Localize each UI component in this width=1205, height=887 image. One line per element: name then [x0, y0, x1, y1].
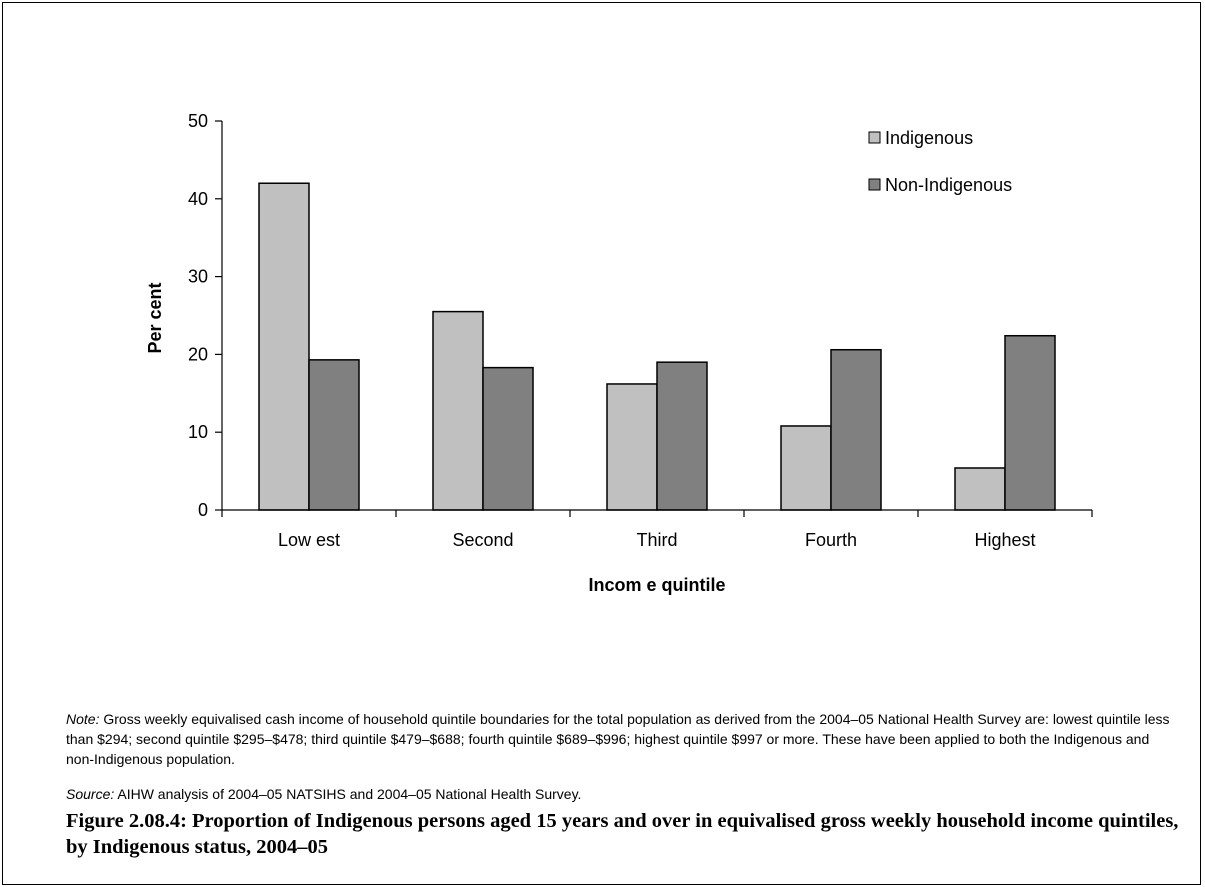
source-paragraph: Source: AIHW analysis of 2004–05 NATSIHS…: [66, 784, 1176, 804]
bar-chart: 0 10 20 30 40 50 Low est Second Third Fourth Highe…: [145, 111, 1093, 595]
legend-swatch-indigenous: [868, 131, 881, 144]
source-label: Source:: [66, 786, 115, 802]
bar-indigenous-4: [954, 467, 1006, 511]
y-axis-title: Per cent: [145, 282, 165, 353]
figure-caption: Figure 2.08.4: Proportion of Indigenous …: [66, 810, 1179, 858]
x-tick-label: Third: [636, 530, 677, 550]
x-tick-label: Fourth: [805, 530, 857, 550]
note-label: Note:: [66, 711, 100, 727]
x-axis-title: Incom e quintile: [588, 575, 725, 595]
note-text: Gross weekly equivalised cash income of …: [66, 711, 1170, 767]
bar-indigenous-3: [780, 425, 832, 511]
y-tick-label: 10: [188, 422, 208, 442]
legend-swatch-non-indigenous: [868, 178, 881, 191]
axes-group: 0 10 20 30 40 50 Low est Second Third Fourth Highe…: [188, 111, 1093, 550]
x-tick-label: Low est: [278, 530, 340, 550]
source-text: AIHW analysis of 2004–05 NATSIHS and 200…: [114, 786, 582, 802]
y-tick-label: 30: [188, 267, 208, 287]
x-tick-label: Highest: [974, 530, 1035, 550]
y-tick-label: 0: [198, 500, 208, 520]
bar-non-indigenous-1: [482, 366, 534, 511]
figure-notes: Note: Gross weekly equivalised cash inco…: [66, 709, 1176, 819]
bar-indigenous-2: [606, 383, 658, 511]
bar-indigenous-0: [258, 182, 310, 511]
legend-label-indigenous: Indigenous: [885, 128, 973, 148]
note-paragraph: Note: Gross weekly equivalised cash inco…: [66, 709, 1176, 769]
legend-label-non-indigenous: Non-Indigenous: [885, 175, 1012, 195]
bar-non-indigenous-4: [1004, 334, 1056, 511]
bar-indigenous-1: [432, 310, 484, 511]
x-tick-label: Second: [452, 530, 513, 550]
legend: Indigenous Non-Indigenous: [868, 128, 1012, 195]
y-tick-label: 50: [188, 111, 208, 131]
bars-group: [258, 182, 1056, 511]
y-tick-label: 40: [188, 189, 208, 209]
y-tick-label: 20: [188, 344, 208, 364]
bar-non-indigenous-2: [656, 361, 708, 511]
bar-non-indigenous-0: [308, 359, 360, 511]
bar-non-indigenous-3: [830, 348, 882, 511]
